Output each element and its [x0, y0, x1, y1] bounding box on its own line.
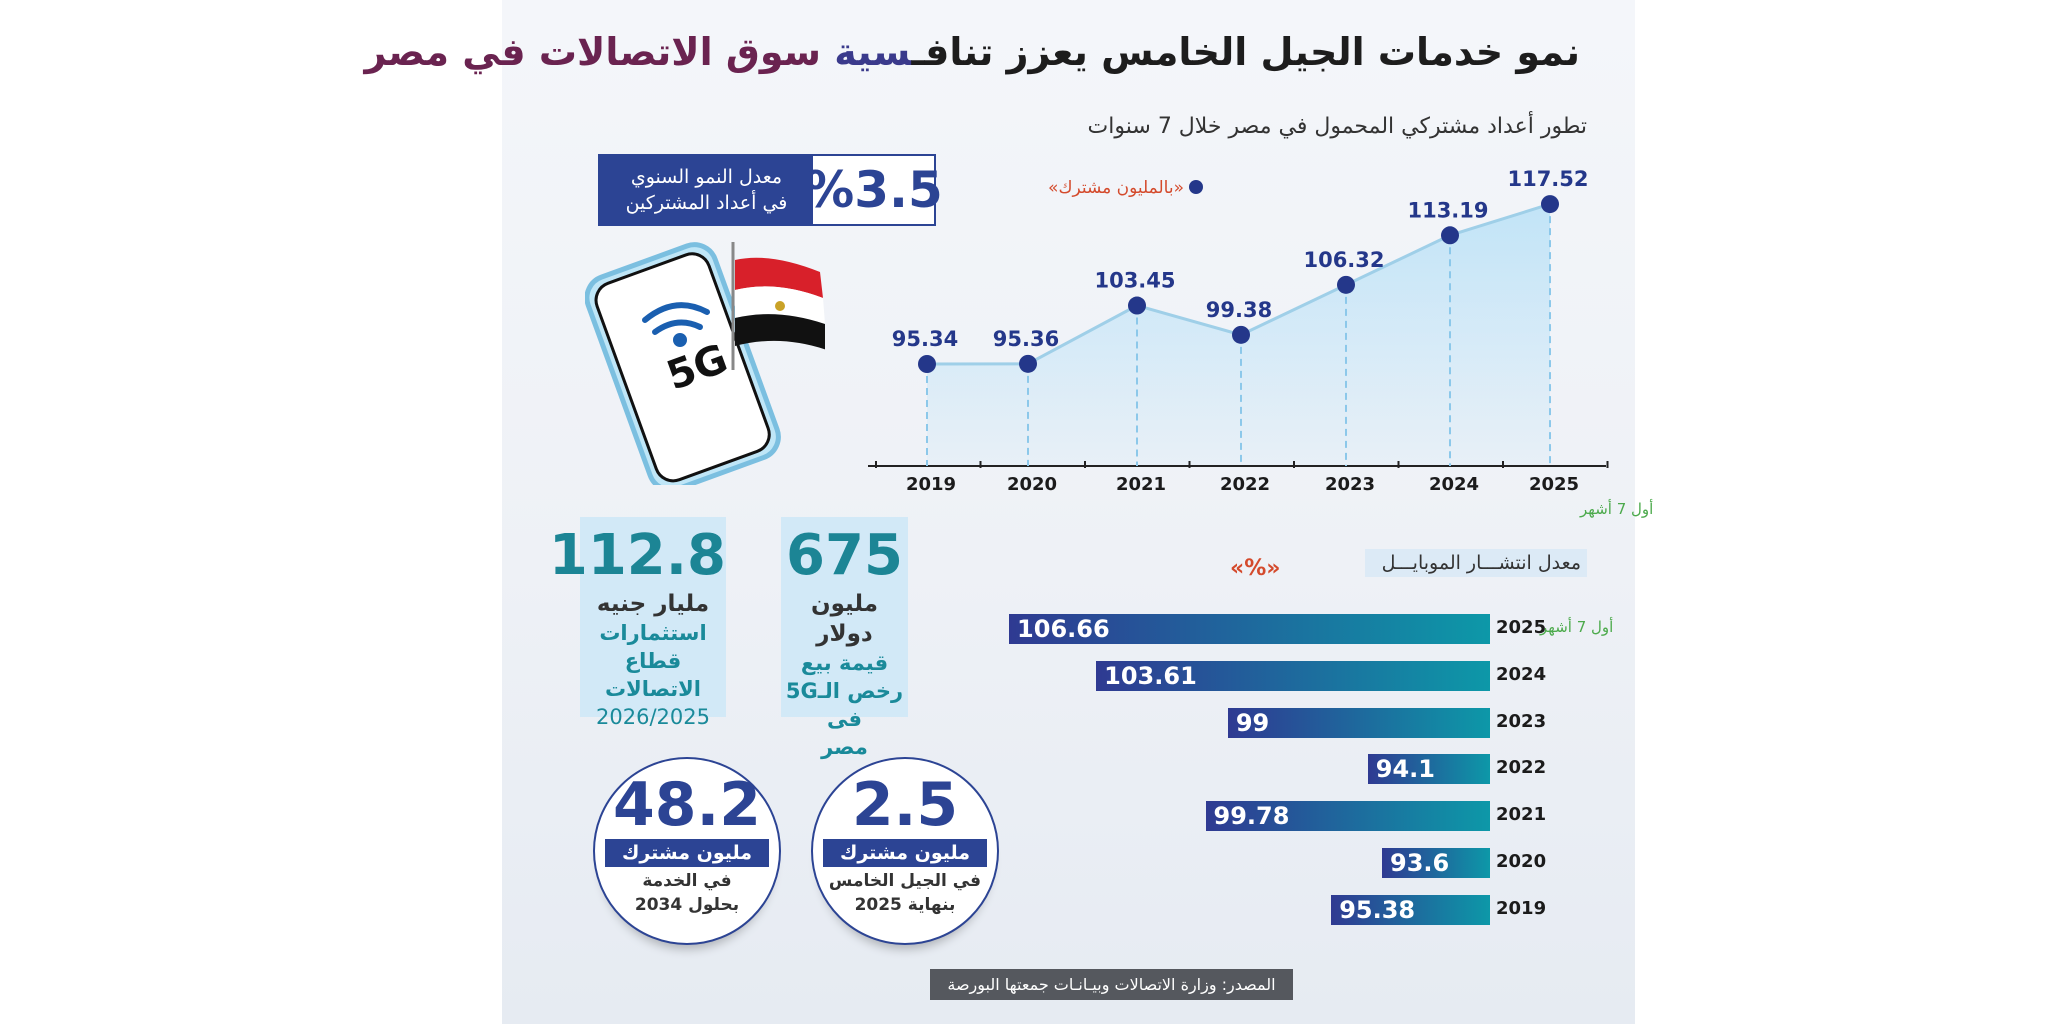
legend-label: «بالمليون مشترك» [1048, 178, 1184, 198]
bar: 103.61 [1096, 661, 1490, 691]
bar-year-note: أول 7 أشهر [1540, 618, 1614, 636]
stat-text: قطاع الاتصالات [604, 649, 702, 701]
growth-label-line: معدل النمو السنوي [630, 166, 783, 188]
title-part-2: سية [834, 30, 912, 74]
data-point [1232, 325, 1250, 344]
stat-value: 112.8 [548, 523, 726, 588]
wifi-icon [642, 302, 710, 347]
x-tick-label: 2021 [1116, 474, 1166, 495]
x-tick-label: 2024 [1429, 474, 1479, 495]
title-part-3: سوق الاتصالات في مصر [364, 30, 835, 74]
bar: 93.6 [1382, 848, 1490, 878]
data-point [1337, 275, 1355, 294]
source-footer: المصدر: وزارة الاتصالات وبيـانـات جمعتها… [930, 969, 1293, 1000]
data-point [1019, 354, 1037, 373]
data-point [1541, 195, 1559, 214]
bar-year-label: 2025 [1496, 617, 1547, 638]
stat-box-5g-licenses: 675 مليون دولار قيمة بيع رخص الـ5G فى مص… [781, 517, 908, 759]
bar-year-label: 2019 [1496, 898, 1547, 919]
stat-text: 2026/2025 [596, 705, 710, 729]
line-chart-title: تطور أعداد مشتركي المحمول في مصر خلال 7 … [1087, 114, 1587, 139]
circle-value: 2.5 [851, 770, 959, 840]
circle-text: في الخدمة [642, 871, 732, 891]
circle-text: بنهاية 2025 [854, 895, 956, 915]
bar: 99 [1227, 708, 1490, 738]
title-part-1: نمو خدمات الجيل الخامس يعزز تنافـ [911, 30, 1581, 74]
stat-text: رخص الـ5G فى [785, 679, 904, 731]
egypt-flag-icon [731, 242, 825, 370]
stat-unit: مليون دولار [810, 591, 879, 647]
bar-year-label: 2023 [1496, 711, 1547, 732]
bar: 95.38 [1331, 895, 1490, 925]
bar: 106.66 [1009, 614, 1490, 644]
stat-circle-subscribers-2034: 48.2 مليون مشترك في الخدمة بحلول 2034 [593, 757, 781, 945]
growth-label-line: في أعداد المشتركين [625, 192, 788, 214]
data-label: 106.32 [1303, 248, 1384, 272]
bar-year-label: 2020 [1496, 851, 1547, 872]
x-tick-label: 2020 [1007, 474, 1057, 495]
growth-rate-label: معدل النمو السنوي في أعداد المشتركين [604, 156, 809, 224]
smartphone-icon [585, 242, 781, 485]
x-tick-label: 2022 [1220, 474, 1270, 495]
stat-value: 675 [786, 523, 903, 588]
bar-year-label: 2021 [1496, 804, 1547, 825]
x-tick-label: 2025 [1529, 474, 1579, 495]
bar-chart-title: معدل انتشـــار الموبايـــل [1365, 549, 1587, 577]
bar: 94.1 [1367, 754, 1490, 784]
circle-band: مليون مشترك [823, 839, 987, 867]
data-label: 113.19 [1407, 198, 1488, 222]
stat-text: استثمارات [599, 621, 707, 645]
page-title: نمو خدمات الجيل الخامس يعزز تنافـسية سوق… [364, 30, 1580, 74]
data-label: 95.34 [892, 327, 958, 351]
growth-rate-box: %3.5 معدل النمو السنوي في أعداد المشتركين [598, 154, 943, 226]
stat-circle-5g-subscribers: 2.5 مليون مشترك في الجيل الخامس بنهاية 2… [811, 757, 999, 945]
year-note: أول 7 أشهر [1579, 499, 1653, 518]
bar-year-label: 2024 [1496, 664, 1547, 685]
data-point [918, 355, 936, 373]
data-label: 117.52 [1507, 167, 1588, 191]
stat-unit: مليار جنيه [596, 591, 710, 617]
circle-text: بحلول 2034 [634, 895, 740, 915]
x-tick-label: 2023 [1325, 474, 1375, 495]
stat-box-investments: 112.8 مليار جنيه استثمارات قطاع الاتصالا… [548, 517, 726, 729]
data-point [1128, 296, 1146, 315]
phone-5g-graphic: 5G [585, 242, 825, 485]
circle-band: مليون مشترك [605, 839, 769, 867]
data-label: 99.38 [1206, 298, 1272, 322]
bar-year-label: 2022 [1496, 757, 1547, 778]
stat-text: قيمة بيع [800, 651, 889, 675]
legend-marker [1189, 180, 1203, 194]
circle-text: في الجيل الخامس [828, 871, 982, 891]
x-tick-label: 2019 [906, 474, 956, 495]
data-point [1441, 226, 1459, 245]
data-label: 103.45 [1094, 269, 1175, 293]
subscribers-line-chart: 95.34 2019 95.36 2020 103.45 2021 99.38 2022 106… [868, 167, 1653, 518]
bar: 99.78 [1205, 801, 1490, 831]
circle-value: 48.2 [612, 770, 762, 840]
bar-chart-unit: «%» [1230, 556, 1281, 581]
data-label: 95.36 [993, 327, 1059, 351]
stat-text: مصر [821, 735, 868, 759]
growth-rate-value: %3.5 [804, 156, 943, 224]
